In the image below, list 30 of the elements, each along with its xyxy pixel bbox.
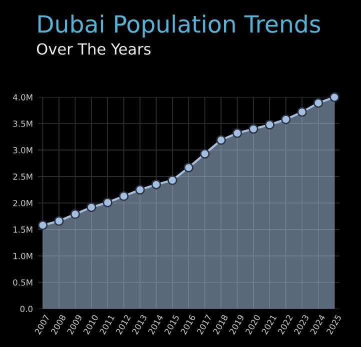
point <box>86 202 96 212</box>
y-tick-label: 1.5M <box>14 226 32 233</box>
chart-subtitle: Over The Years <box>36 42 151 55</box>
point <box>248 124 258 134</box>
point <box>70 209 80 219</box>
y-tick-label: 0.0 <box>20 306 32 312</box>
point <box>330 92 340 102</box>
point <box>135 184 145 195</box>
point <box>313 98 324 108</box>
point <box>151 180 162 190</box>
point <box>184 162 194 172</box>
point <box>216 135 226 145</box>
point <box>264 120 275 130</box>
y-tick-label: 3.0M <box>13 147 32 154</box>
y-tick-label: 4.0M <box>13 94 32 100</box>
y-tick-label: 2.5M <box>13 174 32 180</box>
chart-title: Dubai Population Trends <box>38 14 320 38</box>
point <box>281 114 291 124</box>
point <box>168 175 178 186</box>
point <box>297 107 307 117</box>
y-tick-label: 1.0M <box>14 252 32 260</box>
y-tick-label: 2.0M <box>13 200 32 206</box>
point <box>200 148 210 159</box>
point <box>118 191 129 201</box>
y-tick-label: 0.5M <box>13 279 32 286</box>
point <box>38 220 48 230</box>
y-tick-label: 3.5M <box>13 120 32 127</box>
point <box>54 216 64 226</box>
point <box>232 128 242 138</box>
point <box>102 198 112 208</box>
